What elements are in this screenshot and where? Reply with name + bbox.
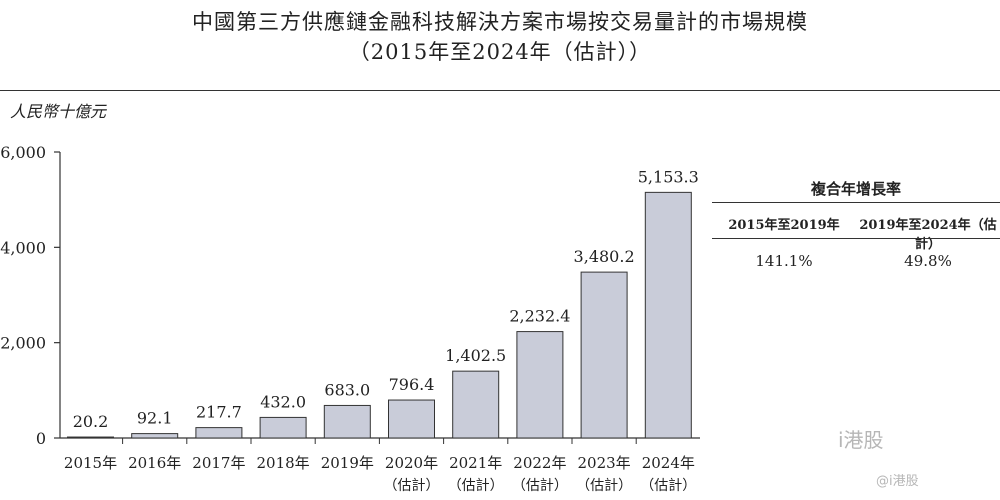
title-divider (0, 90, 1000, 91)
x-tick-note: （估計） (512, 478, 568, 494)
bar-value-label: 683.0 (324, 380, 370, 399)
x-tick-note: （估計） (384, 478, 440, 494)
growth-period-2: 2019年至2024年（估計） (859, 218, 997, 252)
x-tick-label: 2022年 (513, 454, 566, 472)
y-tick-label: 4,000 (0, 238, 46, 257)
x-tick-note: （估計） (576, 478, 632, 494)
growth-table-title: 複合年增長率 (810, 180, 901, 198)
y-axis-unit-label: 人民幣十億元 (10, 102, 107, 121)
growth-table-mid-rule (712, 238, 1000, 239)
x-tick-label: 2021年 (449, 454, 502, 472)
bar (388, 399, 435, 439)
bar (516, 331, 564, 439)
bar-value-label: 3,480.2 (574, 247, 635, 266)
x-tick-label: 2023年 (578, 454, 631, 472)
bar-value-label: 5,153.3 (638, 167, 699, 186)
x-tick-label: 2017年 (192, 454, 245, 472)
y-tick-label: 6,000 (0, 143, 46, 162)
bar (67, 436, 114, 439)
growth-value-2: 49.8% (904, 252, 952, 270)
bar-value-label: 432.0 (260, 392, 306, 411)
bar (131, 433, 179, 439)
x-tick-label: 2018年 (257, 454, 310, 472)
bar-value-label: 217.7 (196, 403, 242, 422)
x-tick-label: 2016年 (128, 454, 181, 472)
bar-value-label: 2,232.4 (509, 307, 570, 326)
y-tick-label: 2,000 (0, 334, 46, 353)
y-tick-label: 0 (36, 429, 46, 448)
bar (452, 370, 500, 439)
x-tick-label: 2024年 (642, 454, 695, 472)
bar-value-label: 1,402.5 (445, 346, 506, 365)
bar (195, 427, 243, 439)
bar (580, 271, 628, 439)
bar-value-label: 20.2 (73, 412, 109, 431)
x-tick-label: 2020年 (385, 454, 438, 472)
x-tick-label: 2019年 (321, 454, 374, 472)
bar (259, 416, 307, 439)
growth-period-1: 2015年至2019年 (728, 218, 840, 233)
growth-value-1: 141.1% (755, 252, 813, 270)
growth-table-top-rule (712, 202, 1000, 203)
x-tick-note: （估計） (640, 478, 696, 494)
x-tick-note: （估計） (448, 478, 504, 494)
x-tick-label: 2015年 (64, 454, 117, 472)
bar (323, 404, 371, 439)
watermark: i港股 (838, 428, 884, 452)
chart-subtitle: （2015年至2024年（估計）） (348, 40, 652, 64)
watermark-sub: @i港股 (876, 474, 919, 489)
bar (644, 191, 692, 439)
chart-title: 中國第三方供應鏈金融科技解決方案市場按交易量計的市場規模 (192, 10, 808, 34)
bar-value-label: 796.4 (389, 375, 435, 394)
bar-value-label: 92.1 (137, 409, 173, 428)
